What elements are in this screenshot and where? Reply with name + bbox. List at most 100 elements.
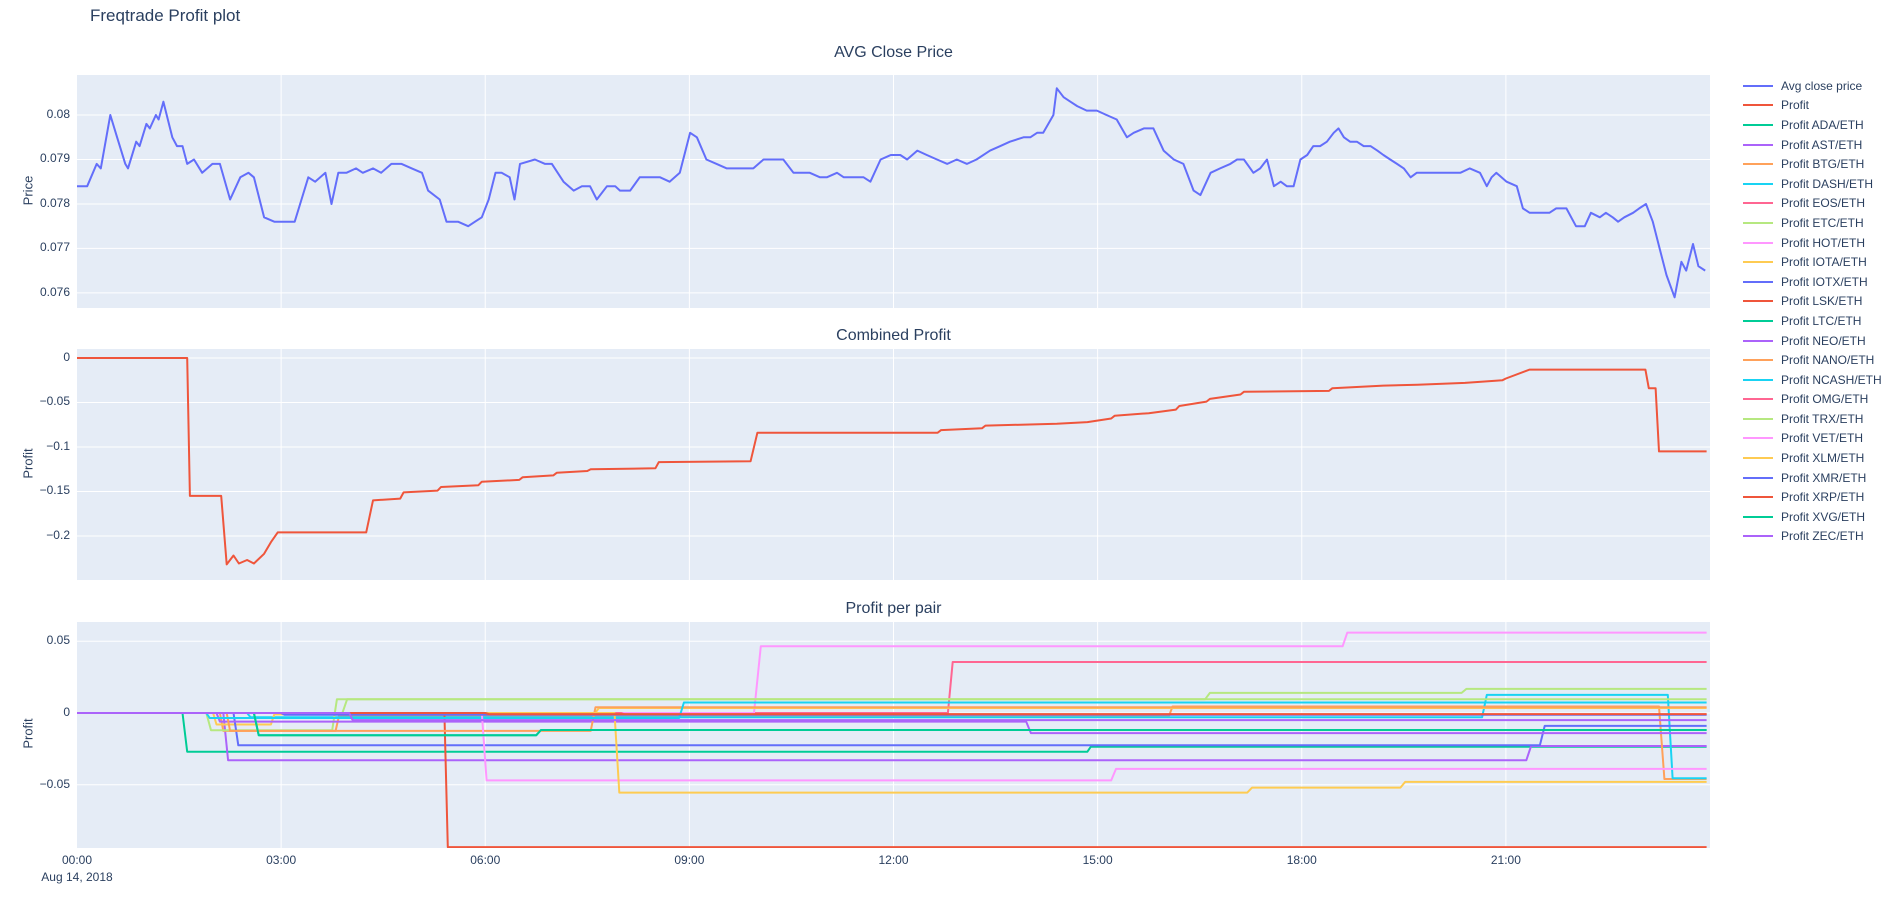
- legend-item[interactable]: Profit ADA/ETH: [1743, 115, 1882, 135]
- legend-item-label: Profit ETC/ETH: [1781, 215, 1864, 230]
- legend-item[interactable]: Profit XRP/ETH: [1743, 487, 1882, 507]
- legend-item-label: Profit ZEC/ETH: [1781, 529, 1864, 544]
- legend-item-label: Profit OMG/ETH: [1781, 392, 1869, 407]
- legend-item[interactable]: Avg close price: [1743, 76, 1882, 96]
- legend-item[interactable]: Profit EOS/ETH: [1743, 194, 1882, 214]
- legend-item[interactable]: Profit IOTA/ETH: [1743, 252, 1882, 272]
- series-line-profit-hot-eth[interactable]: [77, 631, 1707, 714]
- series-line-profit-nano-eth[interactable]: [77, 706, 1707, 732]
- legend-item[interactable]: Profit OMG/ETH: [1743, 390, 1882, 410]
- legend-line-swatch-icon: [1743, 104, 1773, 107]
- legend-line-swatch-icon: [1743, 515, 1773, 518]
- y-tick-label: −0.2: [46, 527, 70, 542]
- legend-line-swatch-icon: [1743, 300, 1773, 303]
- subplot-title: AVG Close Price: [834, 44, 953, 61]
- legend-item-label: Profit NANO/ETH: [1781, 353, 1875, 368]
- plot-area[interactable]: [77, 75, 1710, 308]
- y-tick-label: 0: [63, 704, 70, 719]
- legend-item-label: Profit NCASH/ETH: [1781, 372, 1882, 387]
- legend-item-label: Profit NEO/ETH: [1781, 333, 1866, 348]
- y-tick-label: −0.05: [39, 394, 70, 409]
- x-tick-label: 06:00: [470, 853, 501, 867]
- legend-item[interactable]: Profit VET/ETH: [1743, 429, 1882, 449]
- x-tick-label: 00:00: [61, 853, 93, 867]
- legend-line-swatch-icon: [1743, 417, 1773, 420]
- legend-line-swatch-icon: [1743, 535, 1773, 538]
- y-tick-label: −0.05: [39, 776, 70, 791]
- series-line-profit-trx-eth[interactable]: [77, 687, 1707, 714]
- legend-item[interactable]: Profit XVG/ETH: [1743, 507, 1882, 527]
- legend-item[interactable]: Profit TRX/ETH: [1743, 409, 1882, 429]
- legend-item-label: Avg close price: [1781, 78, 1863, 93]
- y-tick-label: 0: [63, 349, 70, 364]
- legend-item[interactable]: Profit ETC/ETH: [1743, 213, 1882, 233]
- legend-line-swatch-icon: [1743, 378, 1773, 381]
- legend-item-label: Profit DASH/ETH: [1781, 176, 1874, 191]
- legend-item[interactable]: Profit AST/ETH: [1743, 135, 1882, 155]
- x-tick-label: 15:00: [1082, 853, 1113, 867]
- y-tick-label: 0.079: [39, 151, 70, 166]
- legend-line-swatch-icon: [1743, 398, 1773, 401]
- legend-item[interactable]: Profit LSK/ETH: [1743, 292, 1882, 312]
- legend-item-label: Profit HOT/ETH: [1781, 235, 1866, 250]
- legend-item[interactable]: Profit XLM/ETH: [1743, 448, 1882, 468]
- legend-item-label: Profit: [1781, 98, 1810, 113]
- legend-item-label: Profit XVG/ETH: [1781, 509, 1866, 524]
- legend-line-swatch-icon: [1743, 163, 1773, 166]
- series-line-profit-eos-eth[interactable]: [77, 661, 1707, 714]
- legend-line-swatch-icon: [1743, 143, 1773, 146]
- legend-line-swatch-icon: [1743, 457, 1773, 460]
- x-tick-label: 18:00: [1286, 853, 1317, 867]
- legend-item[interactable]: Profit ZEC/ETH: [1743, 527, 1882, 547]
- legend-item[interactable]: Profit XMR/ETH: [1743, 468, 1882, 488]
- legend-line-swatch-icon: [1743, 359, 1773, 362]
- y-tick-label: 0.05: [46, 633, 70, 648]
- series-line-profit-xlm-eth[interactable]: [77, 712, 1707, 794]
- subplot-title: Combined Profit: [836, 327, 951, 344]
- legend-line-swatch-icon: [1743, 202, 1773, 205]
- series-line-profit-zec-eth[interactable]: [77, 712, 1707, 722]
- legend-line-swatch-icon: [1743, 182, 1773, 185]
- x-axis-date-label: Aug 14, 2018: [41, 870, 113, 884]
- legend-item-label: Profit AST/ETH: [1781, 137, 1863, 152]
- y-tick-label: 0.076: [39, 284, 70, 299]
- legend-item[interactable]: Profit: [1743, 96, 1882, 116]
- plot-area[interactable]: [77, 349, 1710, 580]
- legend-item-label: Profit ADA/ETH: [1781, 117, 1864, 132]
- legend-item-label: Profit LSK/ETH: [1781, 294, 1863, 309]
- x-tick-label: 03:00: [266, 853, 297, 867]
- series-line-profit-iota-eth[interactable]: [77, 707, 1707, 726]
- y-tick-label: 0.08: [46, 107, 70, 122]
- legend-item[interactable]: Profit IOTX/ETH: [1743, 272, 1882, 292]
- legend-item[interactable]: Profit LTC/ETH: [1743, 311, 1882, 331]
- legend-item-label: Profit XLM/ETH: [1781, 451, 1865, 466]
- legend-item[interactable]: Profit NANO/ETH: [1743, 350, 1882, 370]
- legend-line-swatch-icon: [1743, 123, 1773, 126]
- legend-line-swatch-icon: [1743, 476, 1773, 479]
- legend-item-label: Profit XMR/ETH: [1781, 470, 1867, 485]
- y-tick-label: −0.1: [46, 438, 70, 453]
- x-tick-label: 12:00: [878, 853, 909, 867]
- legend-line-swatch-icon: [1743, 319, 1773, 322]
- subplot-title: Profit per pair: [845, 600, 942, 617]
- legend-line-swatch-icon: [1743, 280, 1773, 283]
- legend-item[interactable]: Profit BTG/ETH: [1743, 154, 1882, 174]
- legend: Avg close price Profit Profit ADA/ETH Profi…: [1743, 76, 1882, 546]
- legend-item[interactable]: Profit NCASH/ETH: [1743, 370, 1882, 390]
- plot-area[interactable]: [77, 622, 1710, 848]
- legend-line-swatch-icon: [1743, 84, 1773, 87]
- series-line-avg-close-price[interactable]: [77, 87, 1706, 299]
- x-tick-label: 09:00: [674, 853, 705, 867]
- legend-line-swatch-icon: [1743, 241, 1773, 244]
- legend-line-swatch-icon: [1743, 437, 1773, 440]
- legend-item[interactable]: Profit DASH/ETH: [1743, 174, 1882, 194]
- x-tick-label: 21:00: [1490, 853, 1521, 867]
- legend-item-label: Profit TRX/ETH: [1781, 411, 1864, 426]
- legend-item-label: Profit IOTA/ETH: [1781, 255, 1867, 270]
- legend-item[interactable]: Profit HOT/ETH: [1743, 233, 1882, 253]
- legend-line-swatch-icon: [1743, 339, 1773, 342]
- legend-item[interactable]: Profit NEO/ETH: [1743, 331, 1882, 351]
- series-line-profit[interactable]: [77, 357, 1707, 566]
- legend-line-swatch-icon: [1743, 496, 1773, 499]
- legend-item-label: Profit XRP/ETH: [1781, 490, 1865, 505]
